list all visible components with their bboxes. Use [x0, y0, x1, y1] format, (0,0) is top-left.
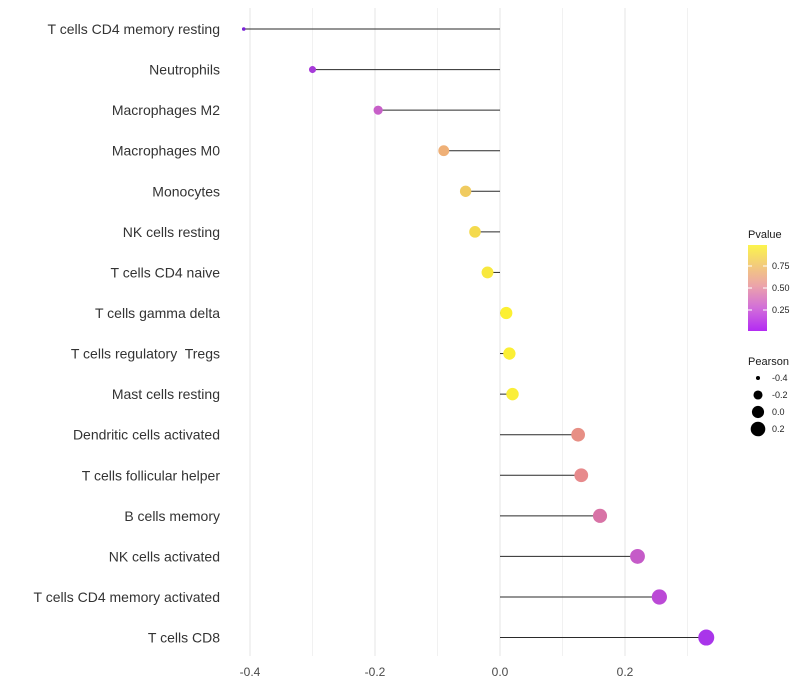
- category-label: Macrophages M2: [112, 102, 220, 118]
- lollipop-dot: [308, 66, 317, 74]
- lollipop-dot: [459, 185, 472, 197]
- pearson-size-dot: [753, 390, 763, 400]
- category-label: T cells CD4 naive: [111, 264, 221, 280]
- category-label: Dendritic cells activated: [73, 427, 220, 443]
- lollipop-dot: [481, 266, 494, 279]
- pearson-legend-title: Pearson: [748, 356, 789, 368]
- lollipop-dot: [630, 548, 645, 564]
- pvalue-gradient-bar: [748, 245, 767, 331]
- lollipop-dot: [651, 589, 667, 605]
- lollipop-dot: [574, 468, 589, 483]
- pearson-size-label: -0.2: [772, 390, 788, 400]
- pearson-size-label: 0.0: [772, 407, 785, 417]
- x-tick-label: 0.0: [492, 665, 509, 679]
- category-label: T cells follicular helper: [82, 467, 221, 483]
- pearson-size-dot: [755, 375, 761, 381]
- pearson-size-dot: [750, 421, 766, 437]
- category-label: NK cells activated: [109, 548, 220, 564]
- pvalue-legend: Pvalue 0.75 0.50 0.25: [748, 229, 790, 331]
- category-label: Neutrophils: [149, 62, 220, 78]
- pvalue-tick-label: 0.50: [772, 283, 790, 293]
- x-tick-label: -0.2: [365, 665, 386, 679]
- category-label: T cells regulatory Tregs: [71, 346, 220, 362]
- lollipop-dot: [571, 427, 585, 442]
- lollipop-dot: [592, 508, 608, 523]
- category-label: T cells gamma delta: [95, 305, 220, 321]
- lollipop-dot: [373, 105, 383, 115]
- pvalue-tick-label: 0.25: [772, 305, 790, 315]
- category-label: T cells CD4 memory resting: [48, 21, 220, 37]
- category-label: T cells CD4 memory activated: [34, 589, 220, 605]
- pearson-size-label: -0.4: [772, 373, 788, 383]
- pvalue-tick-label: 0.75: [772, 261, 790, 271]
- lollipop-dot: [500, 306, 513, 320]
- x-tick-label: -0.4: [240, 665, 261, 679]
- category-label: Macrophages M0: [112, 143, 220, 159]
- lollipop-dot: [438, 145, 450, 157]
- pearson-size-dot: [751, 405, 765, 419]
- gridlines: [249, 8, 688, 656]
- category-label: NK cells resting: [123, 224, 220, 240]
- lollipop-dot: [698, 629, 715, 646]
- pvalue-legend-title: Pvalue: [748, 229, 782, 241]
- lollipop-dot: [469, 226, 481, 238]
- pearson-size-label: 0.2: [772, 424, 785, 434]
- lollipop-dot: [503, 347, 516, 360]
- category-labels: T cells CD4 memory resting Neutrophils Mac…: [34, 21, 221, 646]
- category-label: Monocytes: [152, 183, 220, 199]
- x-axis: -0.4 -0.2 0.0 0.2: [240, 665, 634, 679]
- pearson-legend: Pearson -0.4 -0.2 0.0 0.2: [748, 356, 789, 437]
- lollipop-dot: [241, 27, 246, 31]
- x-tick-label: 0.2: [617, 665, 634, 679]
- lollipop-dot: [506, 387, 519, 401]
- category-label: B cells memory: [124, 508, 220, 524]
- category-label: Mast cells resting: [112, 386, 220, 402]
- category-label: T cells CD8: [148, 630, 220, 646]
- lollipops: [241, 27, 715, 646]
